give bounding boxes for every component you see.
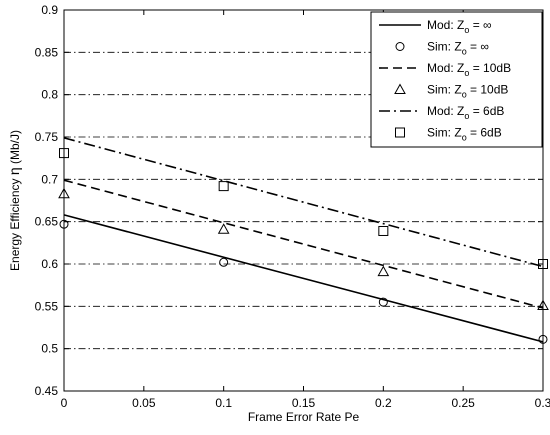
y-tick-label: 0.9 xyxy=(41,3,58,17)
data-point-triangle xyxy=(217,223,230,234)
legend-item: Mod: Zo = 6dB xyxy=(379,104,504,121)
y-axis-label-unit: (Mb/J) xyxy=(8,130,22,167)
y-tick-label: 0.75 xyxy=(35,130,59,144)
x-tick-label: 0 xyxy=(61,396,68,410)
legend-label-prefix: Sim: xyxy=(427,83,454,97)
data-point-triangle xyxy=(537,299,549,310)
legend-z-subscript: o xyxy=(462,90,467,100)
x-tick-label: 0.3 xyxy=(535,396,550,410)
x-tick-label: 0.25 xyxy=(451,396,475,410)
legend-label-suffix: = 6dB xyxy=(467,126,502,140)
legend-item: Mod: Zo = ∞ xyxy=(379,18,492,35)
y-tick-label: 0.55 xyxy=(35,299,59,313)
y-tick-label: 0.45 xyxy=(35,384,59,398)
legend-item: Sim: Zo = 10dB xyxy=(394,83,508,100)
y-tick-label: 0.5 xyxy=(41,342,58,356)
legend-item: Sim: Zo = ∞ xyxy=(395,40,489,57)
legend-label-prefix: Sim: xyxy=(427,126,454,140)
y-axis-label-symbol: η xyxy=(6,167,22,175)
series-3 xyxy=(58,187,549,310)
series-line xyxy=(63,179,544,309)
legend-marker-triangle xyxy=(394,83,406,94)
series-2 xyxy=(63,179,544,309)
legend-label: Sim: Zo = 10dB xyxy=(427,83,508,100)
legend-z-subscript: o xyxy=(464,25,469,35)
data-point-circle xyxy=(219,257,229,267)
legend-z-symbol: Z xyxy=(454,40,461,54)
legend-label-suffix: = 10dB xyxy=(469,61,511,75)
series-line xyxy=(63,214,544,343)
x-tick-label: 0.15 xyxy=(292,396,316,410)
legend-label-suffix: = 6dB xyxy=(469,104,504,118)
y-tick-label: 0.8 xyxy=(41,88,58,102)
x-axis-label: Frame Error Rate Pe xyxy=(248,410,360,424)
data-point-triangle xyxy=(377,265,390,277)
legend-z-symbol: Z xyxy=(457,18,464,32)
legend-z-subscript: o xyxy=(464,111,469,121)
x-tick-label: 0.1 xyxy=(215,396,232,410)
data-point-square xyxy=(538,259,548,269)
x-tick-label: 0.05 xyxy=(132,396,156,410)
legend-label-prefix: Sim: xyxy=(427,40,454,54)
data-point-circle xyxy=(378,297,388,307)
series-1 xyxy=(59,219,548,344)
legend-z-symbol: Z xyxy=(454,126,461,140)
legend-z-symbol: Z xyxy=(457,104,464,118)
legend-z-symbol: Z xyxy=(457,61,464,75)
legend-z-subscript: o xyxy=(462,133,467,143)
data-point-circle xyxy=(538,334,548,344)
series-5 xyxy=(59,148,548,269)
y-tick-label: 0.85 xyxy=(35,45,59,59)
legend-label: Mod: Zo = 10dB xyxy=(427,61,511,78)
x-tick-label: 0.2 xyxy=(375,396,392,410)
legend-label-suffix: = ∞ xyxy=(469,18,491,32)
y-tick-label: 0.6 xyxy=(41,257,58,271)
legend-label: Mod: Zo = ∞ xyxy=(427,18,492,35)
legend: Mod: Zo = ∞Sim: Zo = ∞Mod: Zo = 10dBSim:… xyxy=(370,11,543,148)
y-tick-label: 0.7 xyxy=(41,172,58,186)
y-tick-label: 0.65 xyxy=(35,215,59,229)
legend-marker-square xyxy=(395,127,405,138)
legend-item: Sim: Zo = 6dB xyxy=(395,126,502,143)
legend-label: Sim: Zo = ∞ xyxy=(427,40,489,57)
legend-item: Mod: Zo = 10dB xyxy=(379,61,511,78)
legend-label: Mod: Zo = 6dB xyxy=(427,104,504,121)
legend-z-symbol: Z xyxy=(454,83,461,97)
series-line xyxy=(63,137,544,268)
data-point-square xyxy=(218,181,229,192)
legend-z-subscript: o xyxy=(462,47,467,57)
y-axis-label-text: Energy Efficiency xyxy=(8,175,22,271)
legend-label-prefix: Mod: xyxy=(427,18,457,32)
legend-label: Sim: Zo = 6dB xyxy=(427,126,502,143)
data-point-square xyxy=(378,225,389,236)
legend-label-prefix: Mod: xyxy=(427,104,457,118)
series-4 xyxy=(63,137,544,268)
data-point-circle xyxy=(59,219,69,229)
legend-marker-circle xyxy=(395,42,405,51)
legend-z-subscript: o xyxy=(464,68,469,78)
legend-label-suffix: = ∞ xyxy=(467,40,489,54)
legend-label-prefix: Mod: xyxy=(427,61,457,75)
legend-label-suffix: = 10dB xyxy=(467,83,509,97)
data-point-square xyxy=(59,148,69,159)
data-point-triangle xyxy=(58,187,70,199)
legend-box xyxy=(370,11,543,148)
y-axis-label: Energy Efficiency η (Mb/J) xyxy=(6,130,22,271)
series-0 xyxy=(63,214,544,343)
